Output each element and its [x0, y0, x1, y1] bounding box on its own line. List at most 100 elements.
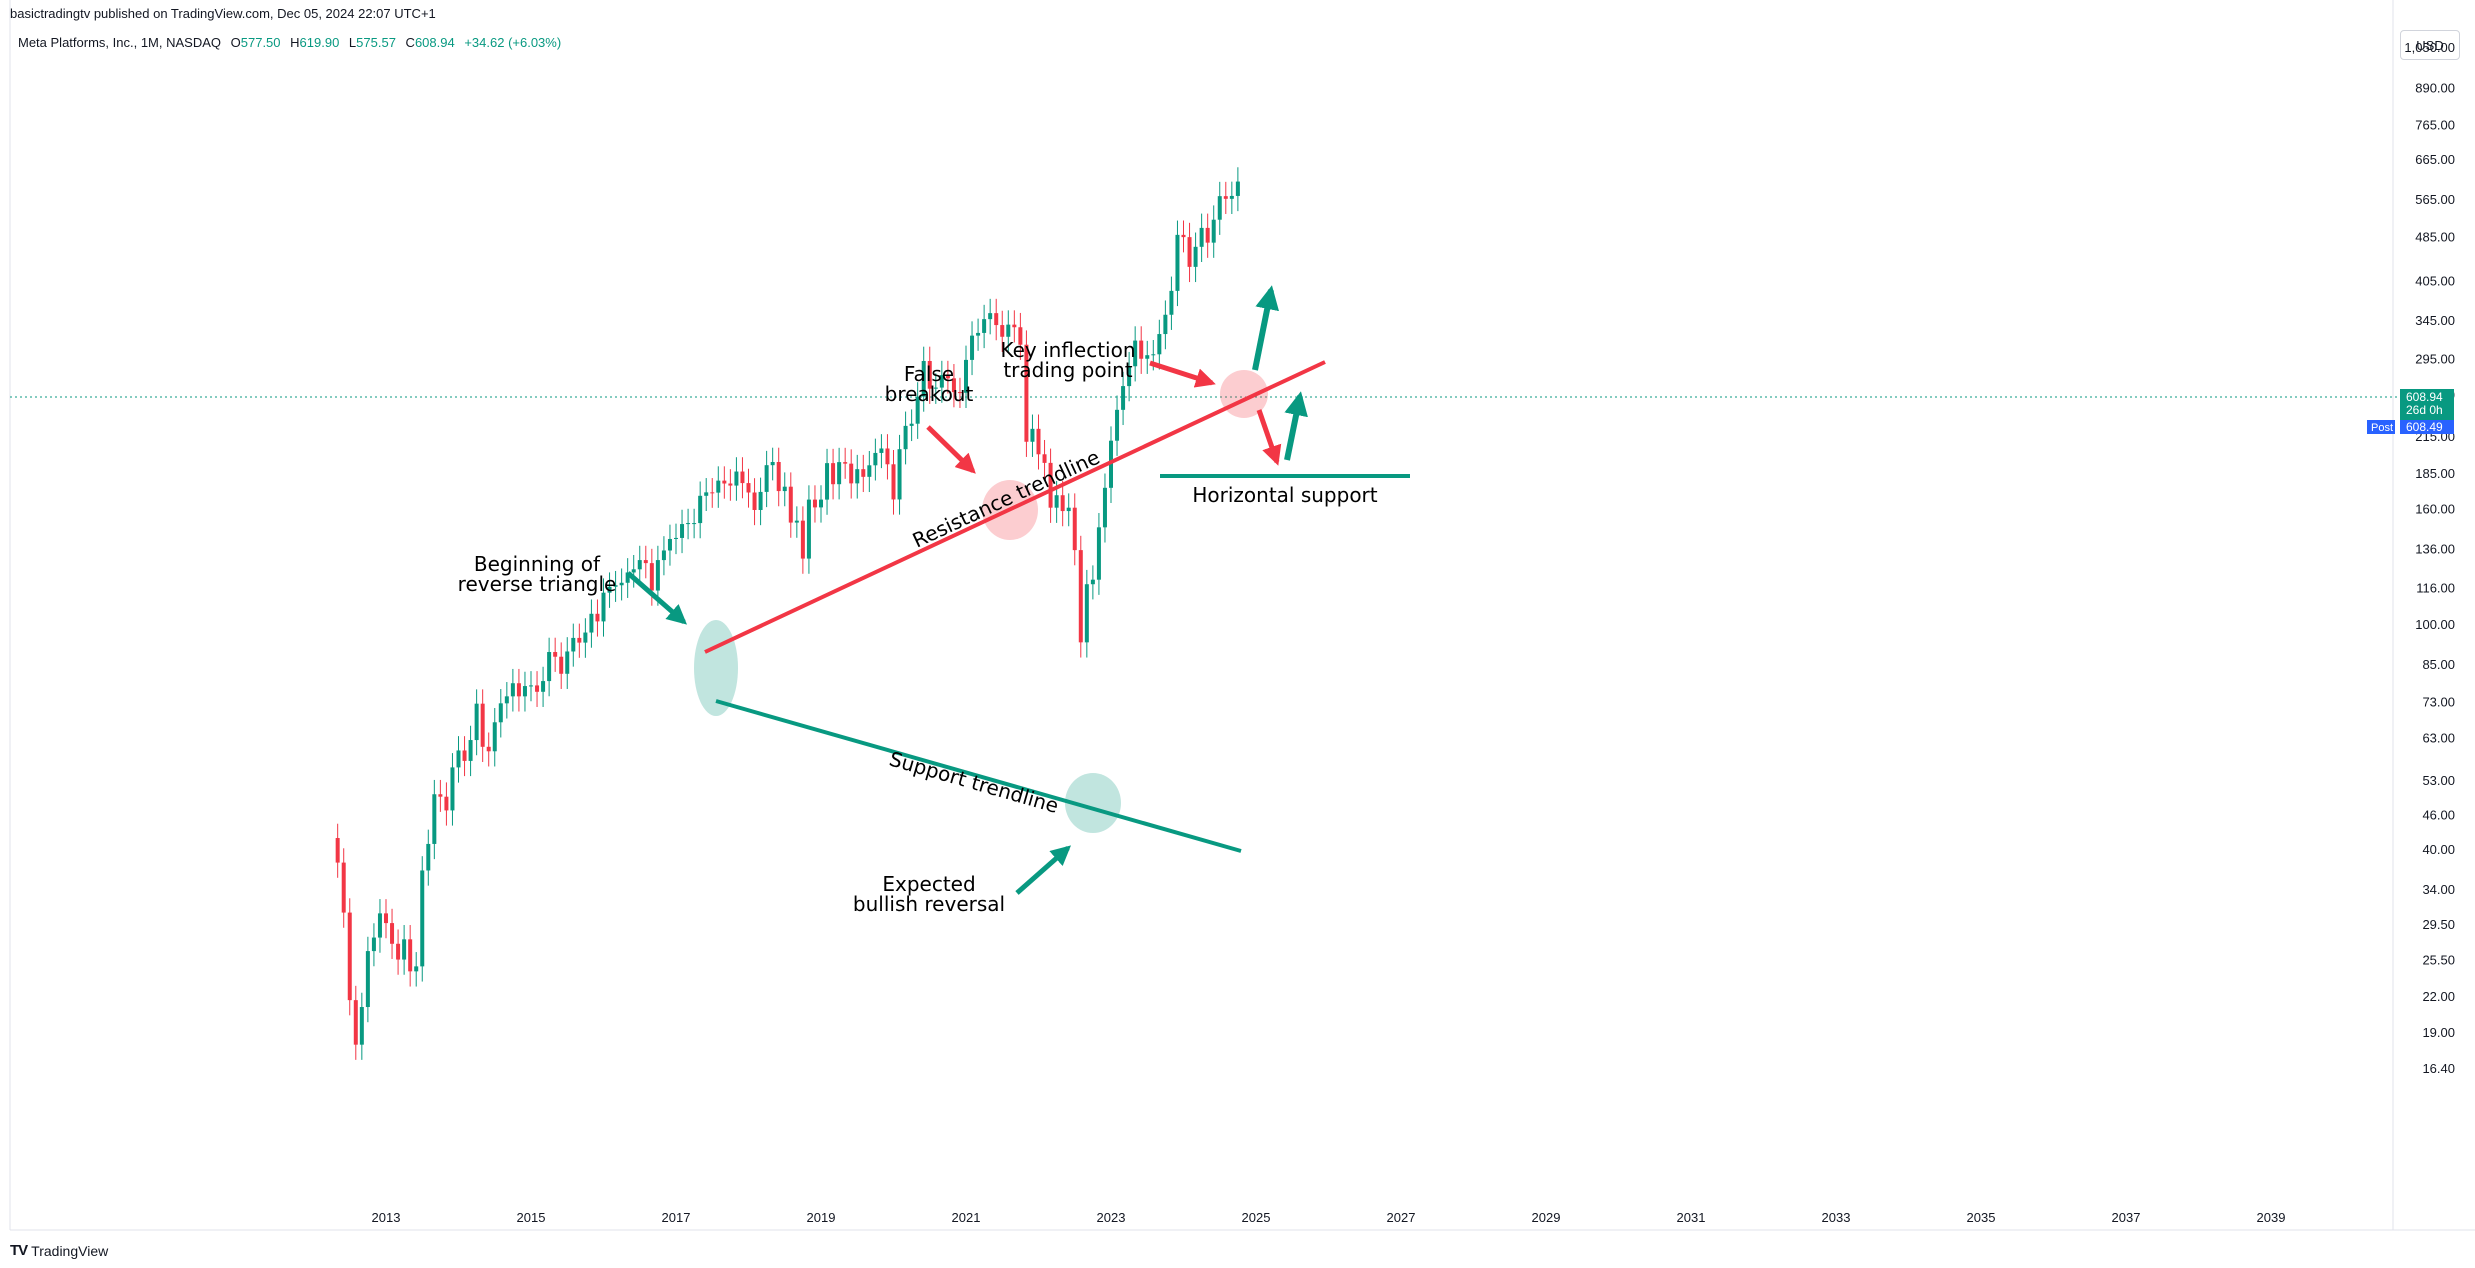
candle-body — [680, 524, 685, 538]
change-value: +34.62 (+6.03%) — [464, 35, 562, 50]
candle-body — [1187, 237, 1192, 267]
candle-body — [1054, 495, 1059, 508]
candle-body — [1157, 334, 1162, 355]
candle-body — [510, 683, 515, 697]
support-trendline — [715, 699, 1242, 853]
price-tick-label: 565.00 — [2415, 192, 2455, 207]
candle-body — [686, 523, 691, 525]
candle-body — [1036, 428, 1041, 455]
close-label: C — [405, 35, 415, 50]
candle-body — [812, 499, 817, 508]
open-value: 577.50 — [240, 35, 281, 50]
candle-body — [710, 492, 715, 494]
time-tick-label: 2025 — [1242, 1210, 1271, 1225]
candle-body — [396, 943, 401, 960]
candle-body — [577, 637, 582, 643]
candle-body — [704, 492, 709, 496]
candle-body — [746, 483, 751, 493]
candle-body — [976, 332, 981, 336]
time-tick-label: 2037 — [2112, 1210, 2141, 1225]
candle-body — [867, 465, 872, 477]
candle-body — [1139, 340, 1144, 359]
price-tick-label: 34.00 — [2422, 882, 2455, 897]
candle-body — [535, 685, 540, 692]
candle-body — [492, 722, 497, 752]
candle-body — [758, 491, 763, 510]
candle-body — [402, 939, 407, 960]
candle-body — [553, 652, 558, 657]
symbol-name: Meta Platforms, Inc., 1M, NASDAQ — [18, 35, 221, 50]
candle-body — [1127, 366, 1132, 387]
annotation-inflection-1: Key inflection — [1000, 338, 1135, 362]
candle-body — [964, 359, 968, 393]
time-tick-label: 2019 — [807, 1210, 836, 1225]
tradingview-logo-icon: TV — [10, 1242, 28, 1259]
candle-body — [1229, 195, 1234, 199]
candle-body — [873, 452, 878, 466]
candle-body — [698, 495, 703, 524]
time-tick-label: 2039 — [2257, 1210, 2286, 1225]
arrow-triangle-start — [626, 571, 688, 625]
candle-body — [1175, 234, 1180, 291]
annotation-horizontal-support: Horizontal support — [1192, 483, 1377, 507]
candle-body — [371, 937, 376, 952]
time-tick-label: 2029 — [1532, 1210, 1561, 1225]
candle-body — [480, 703, 485, 747]
candle-body — [1060, 495, 1065, 512]
price-tick-label: 405.00 — [2415, 274, 2455, 289]
time-tick-label: 2033 — [1822, 1210, 1851, 1225]
candle-body — [474, 703, 479, 741]
price-tick-label: 116.00 — [2416, 581, 2455, 596]
candle-body — [752, 492, 757, 510]
arrow-bull-up — [1252, 285, 1280, 371]
candle-body — [982, 319, 987, 333]
annotation-triangle-start-1: Beginning of — [474, 552, 601, 576]
candle-body — [843, 462, 848, 464]
candle-body — [565, 651, 570, 674]
candle-body — [384, 913, 388, 924]
price-tick-label: 1,050.00 — [2404, 40, 2455, 55]
candle-body — [939, 375, 944, 388]
candle-body — [667, 538, 672, 551]
currency-button[interactable]: USD — [2400, 30, 2460, 60]
candle-body — [1181, 234, 1186, 238]
candle-body — [390, 923, 395, 944]
price-tick-label: 665.00 — [2415, 152, 2455, 167]
candle-body — [957, 392, 962, 394]
price-tick-label: 22.00 — [2422, 989, 2455, 1004]
candle-body — [776, 461, 781, 492]
price-tick-label: 29.50 — [2422, 917, 2455, 932]
candle-body — [1066, 507, 1071, 512]
high-value: 619.90 — [299, 35, 340, 50]
price-tick-label: 63.00 — [2422, 730, 2455, 745]
close-value: 608.94 — [414, 35, 455, 50]
candle-body — [909, 423, 914, 426]
symbol-legend: Meta Platforms, Inc., 1M, NASDAQ O577.50… — [18, 35, 567, 50]
candle-body — [377, 913, 382, 938]
countdown-value: 26d 0h — [2406, 403, 2443, 417]
price-tick-label: 16.40 — [2422, 1061, 2455, 1076]
candle-body — [1042, 454, 1047, 463]
candle-body — [1235, 181, 1240, 196]
arrow-bounce-up — [1284, 391, 1308, 461]
candle-body — [692, 523, 697, 525]
candle-body — [1121, 386, 1126, 410]
candle-body — [365, 951, 370, 1008]
price-tick-label: 890.00 — [2415, 80, 2455, 95]
price-tick-label: 73.00 — [2422, 694, 2455, 709]
price-tick-label: 485.00 — [2415, 229, 2455, 244]
candle-body — [1048, 462, 1053, 508]
candle-body — [1084, 584, 1089, 643]
candle-body — [764, 465, 769, 492]
annotation-reversal-1: Expected — [882, 872, 975, 896]
candle-body — [740, 471, 745, 484]
candle-body — [1006, 324, 1011, 337]
candle-body — [891, 464, 896, 500]
candle-body — [607, 586, 612, 593]
candle-body — [529, 685, 533, 687]
candle-body — [1000, 325, 1005, 337]
price-tick-label: 25.50 — [2422, 953, 2455, 968]
price-axis: 16.40 19.00 22.00 25.50 29.50 34.00 40.00 46.00… — [2404, 40, 2455, 1076]
candle-body — [915, 396, 920, 424]
